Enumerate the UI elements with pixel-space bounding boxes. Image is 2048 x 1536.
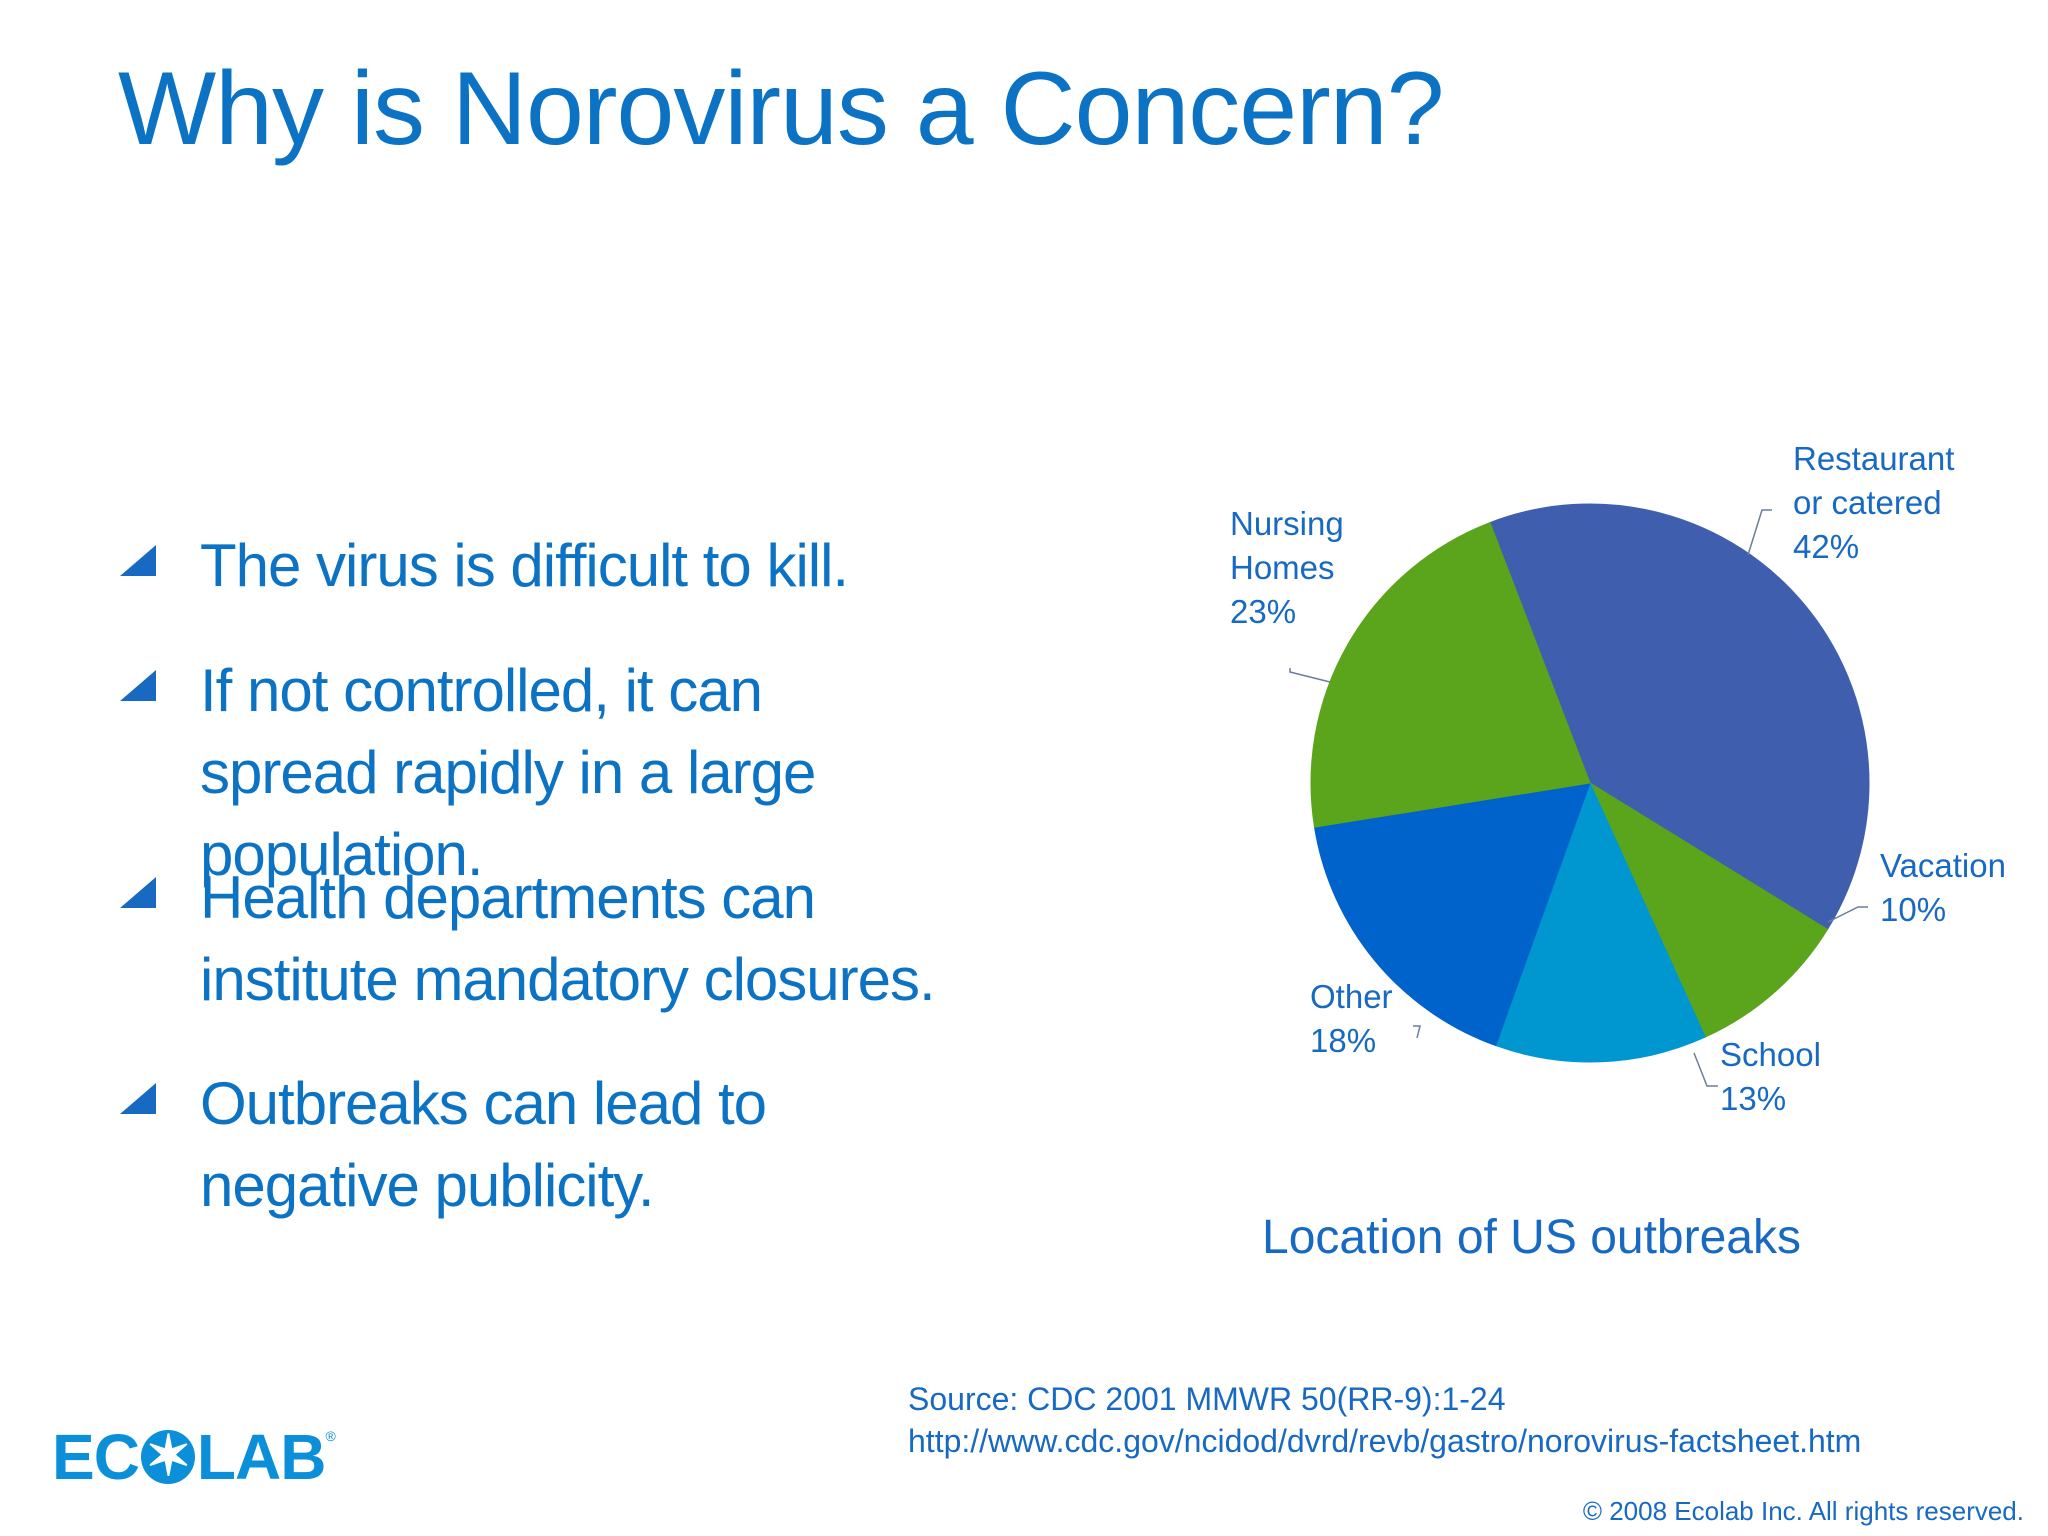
bullet-text: Outbreaks can lead to negative publicity… bbox=[200, 1070, 767, 1219]
slice-label-line: 23% bbox=[1230, 593, 1296, 630]
leader-line bbox=[1747, 509, 1772, 556]
slice-label-line: Nursing bbox=[1230, 505, 1344, 542]
slice-label-line: Other bbox=[1310, 978, 1393, 1015]
slice-label-line: 18% bbox=[1310, 1022, 1376, 1059]
triangle-bullet-icon bbox=[120, 1083, 156, 1114]
leader-line bbox=[1413, 1025, 1421, 1039]
bullet-item: If not controlled, it can spread rapidly… bbox=[120, 650, 940, 896]
bullet-item: The virus is difficult to kill. bbox=[120, 525, 1050, 607]
triangle-bullet-icon bbox=[120, 670, 156, 701]
slice-label: School 13% bbox=[1720, 1036, 1821, 1117]
leader-line bbox=[1693, 1052, 1718, 1087]
bullet-text: Health departments can institute mandato… bbox=[200, 864, 936, 1013]
slice-label: Other 18% bbox=[1310, 978, 1393, 1059]
source-text: Source: CDC 2001 MMWR 50(RR-9):1-24 bbox=[908, 1381, 1506, 1417]
triangle-bullet-icon bbox=[120, 877, 156, 908]
copyright: © 2008 Ecolab Inc. All rights reserved. bbox=[1582, 1496, 2024, 1526]
slice-label-line: Vacation bbox=[1880, 847, 2006, 884]
bullet-item: Health departments can institute mandato… bbox=[120, 857, 1020, 1021]
pie-slice-restaurant-or-catered bbox=[1489, 503, 1870, 931]
chart-title: Location of US outbreaks bbox=[1262, 1211, 1801, 1264]
pie-slice-nursing-homes bbox=[1310, 521, 1591, 828]
source-citation: Source: CDC 2001 MMWR 50(RR-9):1-24 http… bbox=[908, 1378, 1861, 1462]
slice-label: Restaurant or catered 42% bbox=[1793, 440, 1954, 565]
starburst-icon bbox=[140, 1424, 195, 1488]
pie-slice-vacation bbox=[1588, 781, 1829, 1038]
slice-label: Vacation 10% bbox=[1880, 847, 2006, 928]
leader-line bbox=[1827, 906, 1868, 923]
slide-title: Why is Norovirus a Concern? bbox=[118, 51, 1444, 167]
slice-label-line: or catered bbox=[1793, 484, 1942, 521]
pie-slice-other bbox=[1313, 782, 1591, 1047]
source-url[interactable]: http://www.cdc.gov/ncidod/dvrd/revb/gast… bbox=[908, 1423, 1862, 1459]
bullet-text: If not controlled, it can spread rapidly… bbox=[200, 657, 816, 888]
slice-label-line: 10% bbox=[1880, 891, 1946, 928]
registered-mark: ® bbox=[325, 1428, 335, 1444]
triangle-bullet-icon bbox=[120, 545, 156, 576]
slice-label: Nursing Homes 23% bbox=[1230, 505, 1344, 630]
bullet-text: The virus is difficult to kill. bbox=[200, 532, 849, 599]
slice-label-line: 42% bbox=[1793, 528, 1859, 565]
slice-label-line: School bbox=[1720, 1036, 1821, 1073]
slice-label-line: Restaurant bbox=[1793, 440, 1954, 477]
slice-label-line: Homes bbox=[1230, 549, 1335, 586]
logo-text-left: EC bbox=[52, 1421, 140, 1493]
ecolab-logo: EC LAB® bbox=[52, 1420, 336, 1494]
slice-label-line: 13% bbox=[1720, 1080, 1786, 1117]
logo-text-right: LAB bbox=[196, 1421, 327, 1493]
pie-slice-school bbox=[1495, 781, 1706, 1063]
leader-line bbox=[1289, 668, 1331, 683]
bullet-item: Outbreaks can lead to negative publicity… bbox=[120, 1063, 980, 1227]
